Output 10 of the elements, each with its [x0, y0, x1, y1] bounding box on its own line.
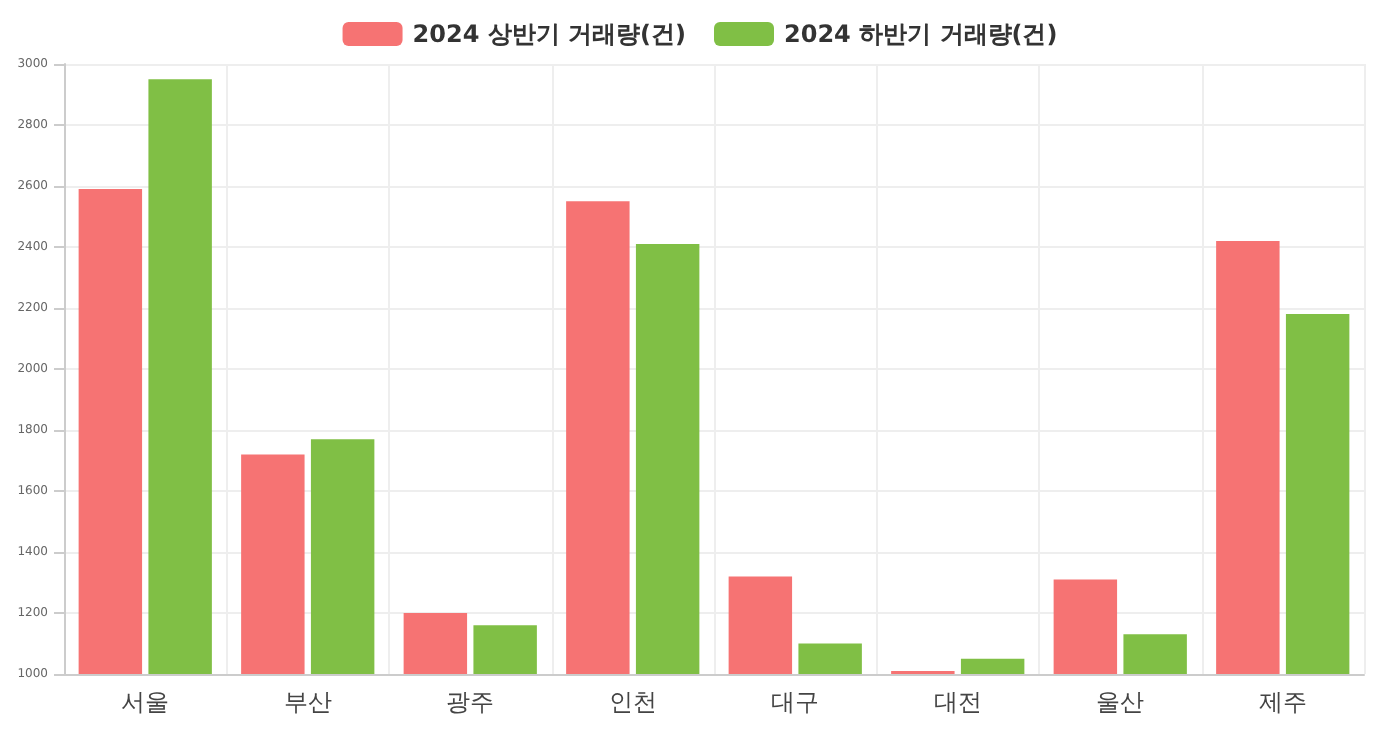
- x-tick-label: 대구: [771, 688, 820, 716]
- x-tick-label: 부산: [283, 688, 332, 716]
- x-tick-label: 광주: [446, 688, 495, 716]
- x-tick-label: 제주: [1258, 688, 1307, 716]
- legend-label: 2024 하반기 거래량(건): [784, 20, 1058, 48]
- x-tick-label: 인천: [608, 688, 657, 716]
- x-tick-label: 서울: [121, 688, 170, 716]
- x-tick-label: 대전: [933, 688, 982, 716]
- legend-label: 2024 상반기 거래량(건): [412, 20, 687, 48]
- x-tick-label: 울산: [1096, 688, 1145, 716]
